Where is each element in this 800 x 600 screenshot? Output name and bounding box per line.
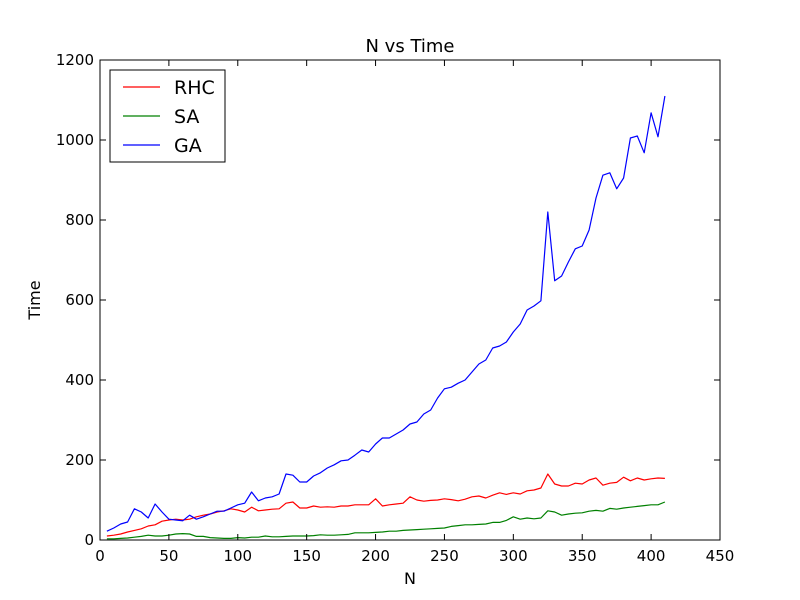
series-line-ga bbox=[106, 95, 666, 532]
legend-label-ga: GA bbox=[174, 135, 202, 157]
legend-label-rhc: RHC bbox=[174, 77, 215, 99]
y-tick-label: 1200 bbox=[56, 51, 94, 69]
y-tick-label: 1000 bbox=[56, 131, 94, 149]
chart-title: N vs Time bbox=[366, 36, 455, 57]
x-tick-label: 200 bbox=[361, 547, 390, 565]
series-line-sa bbox=[106, 501, 666, 540]
legend-box bbox=[109, 69, 226, 163]
x-tick-label: 250 bbox=[430, 547, 459, 565]
legend-label-sa: SA bbox=[174, 106, 199, 128]
y-tick-label: 400 bbox=[65, 371, 94, 389]
y-axis-label: Time bbox=[25, 280, 44, 320]
x-axis-label: N bbox=[404, 569, 416, 588]
y-tick-label: 800 bbox=[65, 211, 94, 229]
x-tick-label: 150 bbox=[292, 547, 321, 565]
x-tick-label: 350 bbox=[568, 547, 597, 565]
series-layer bbox=[106, 95, 666, 540]
x-tick-label: 50 bbox=[159, 547, 178, 565]
x-tick-label: 400 bbox=[637, 547, 666, 565]
legend: RHC SA GA bbox=[109, 69, 226, 163]
ticks-layer: 0 50 100 150 200 250 300 350 400 450 0 200 400 600 800… bbox=[56, 51, 735, 565]
x-tick-label: 300 bbox=[499, 547, 528, 565]
x-tick-label: 100 bbox=[223, 547, 252, 565]
series-line-rhc bbox=[106, 473, 665, 537]
y-tick-label: 0 bbox=[84, 531, 94, 549]
x-tick-label: 0 bbox=[95, 547, 105, 565]
x-tick-label: 450 bbox=[706, 547, 735, 565]
y-tick-label: 200 bbox=[65, 451, 94, 469]
y-tick-label: 600 bbox=[65, 291, 94, 309]
